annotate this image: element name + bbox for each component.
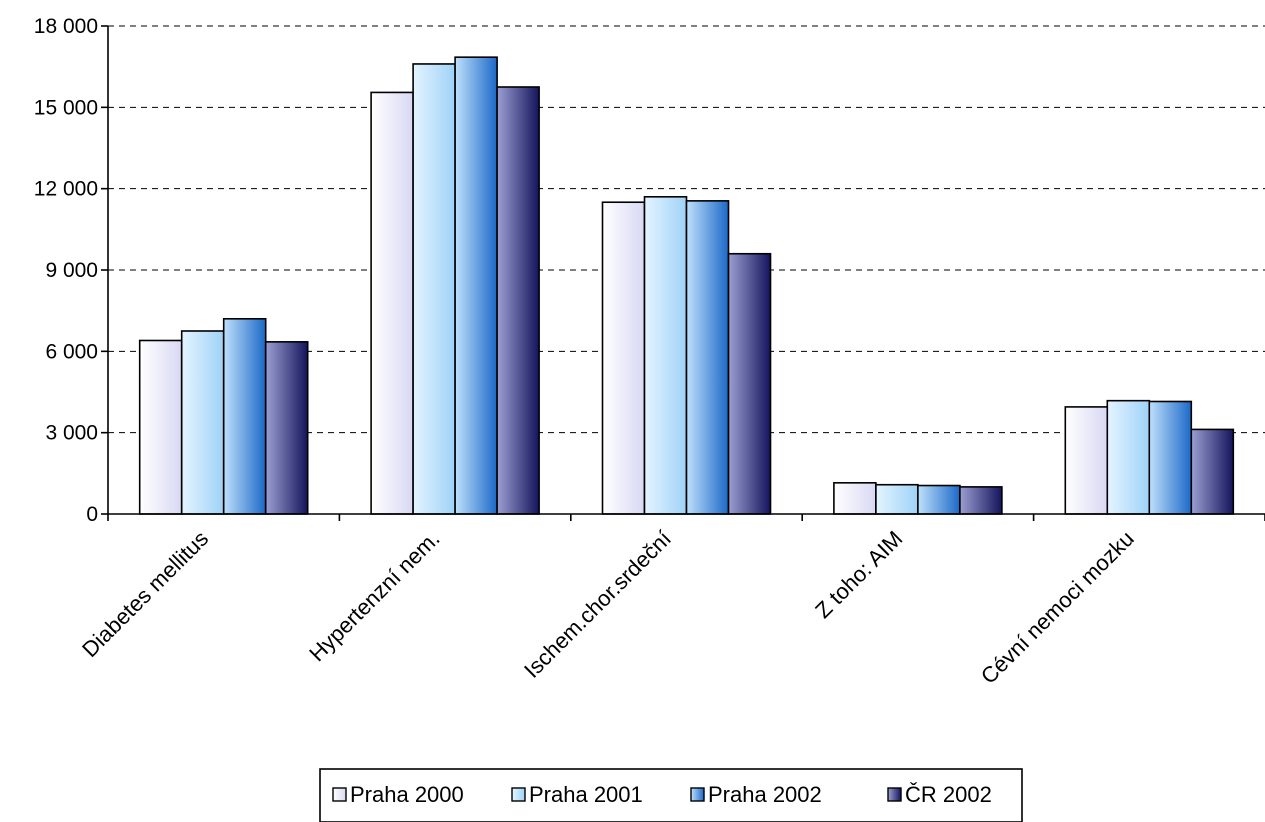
y-tick-label: 0 [86,503,98,526]
bar-praha-2001-cevni-nemoci-mozku [1106,399,1151,515]
x-tick-label: Hypertenzní nem. [304,526,444,666]
bar-praha-2000-cevni-nemoci-mozku [1064,406,1109,515]
y-tick-label: 12 000 [34,178,98,201]
bar-praha-2000-z-toho-aim [833,482,877,515]
bar-cr-2002-cevni-nemoci-mozku [1190,428,1235,515]
bars [138,56,1235,515]
bar-praha-2002-diabetes-mellitus [222,317,267,515]
y-tick-label: 6 000 [45,340,98,363]
legend-box [319,768,1023,822]
bar-cr-2002-z-toho-aim [959,486,1003,515]
bar-praha-2001-diabetes-mellitus [180,330,225,515]
x-tick-label: Diabetes mellitus [77,526,213,662]
y-tick-label: 9 000 [45,259,98,282]
y-tick-labels: 0 3 000 6 000 9 000 12 000 15 000 18 000 [34,15,98,526]
bar-cr-2002-hypertenzni-nem [496,86,540,515]
y-tick-label: 15 000 [34,96,98,119]
axes [101,25,1265,521]
legend-label-praha-2000: Praha 2000 [350,782,464,807]
legend-label-praha-2001: Praha 2001 [529,782,643,807]
x-tick-label: Z toho: AIM [810,526,907,623]
bar-praha-2002-z-toho-aim [917,484,961,515]
legend-swatch-praha-2000 [332,787,347,802]
legend-label-praha-2002: Praha 2002 [708,782,822,807]
bar-praha-2000-diabetes-mellitus [138,339,183,515]
bar-praha-2002-cevni-nemoci-mozku [1148,400,1193,515]
bar-praha-2001-hypertenzni-nem [412,63,456,515]
bar-praha-2001-ischem-chor-srdecni [643,196,688,515]
x-tick-labels: Diabetes mellitus Hypertenzní nem. Ischem.… [77,526,1139,689]
legend-swatch-praha-2001 [511,787,526,802]
bar-praha-2002-hypertenzni-nem [454,56,498,515]
bar-praha-2000-hypertenzni-nem [370,91,414,515]
x-tick-label: Ischem.chor.srdeční [519,526,676,683]
bar-praha-2002-ischem-chor-srdecni [685,200,730,515]
legend-label-cr-2002: ČR 2002 [905,782,992,807]
bar-cr-2002-diabetes-mellitus [264,341,309,515]
bar-praha-2000-ischem-chor-srdecni [601,201,646,515]
legend: Praha 2000 Praha 2001 Praha 2002 ČR 2002 [319,768,1023,822]
bar-cr-2002-ischem-chor-srdecni [727,252,772,515]
x-tick-label: Cévní nemoci mozku [976,526,1139,689]
bar-praha-2001-z-toho-aim [875,483,919,515]
y-tick-label: 3 000 [45,422,98,445]
legend-swatch-cr-2002 [887,787,902,802]
legend-swatch-praha-2002 [690,787,705,802]
y-tick-label: 18 000 [34,15,98,38]
